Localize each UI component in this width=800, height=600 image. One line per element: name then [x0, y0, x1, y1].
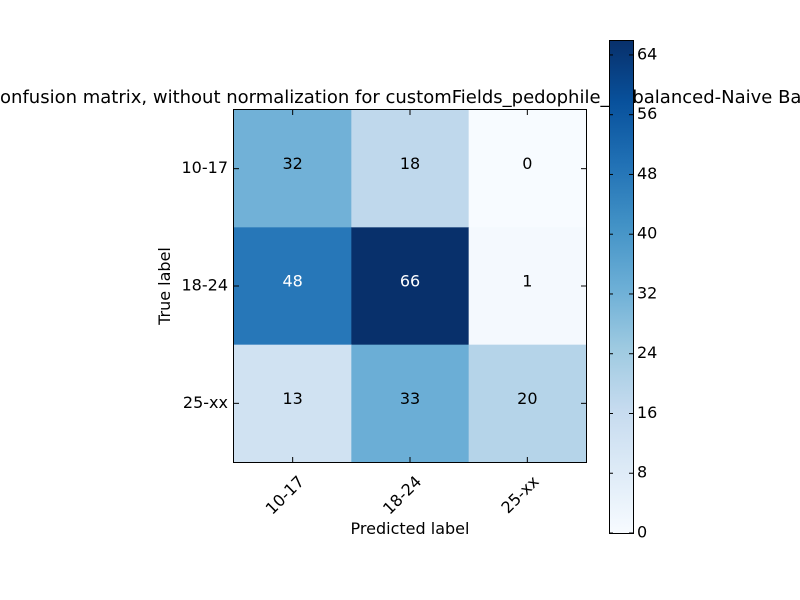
y-tick-label: 10-17: [182, 158, 229, 177]
y-tick-label: 18-24: [182, 276, 229, 295]
plot-frame: [233, 109, 587, 463]
heatmap-cell: [351, 227, 470, 346]
heatmap-cell: [468, 344, 587, 463]
chart-title: Confusion matrix, without normalization …: [0, 87, 800, 108]
heatmap-cell: [468, 110, 587, 228]
cell-value-label: 0: [522, 154, 532, 173]
cell-value-label: 1: [522, 272, 532, 291]
heatmap-cell-labels: 32 18 0 48 66 1 13 33 20: [282, 154, 537, 408]
y-axis-label: True label: [155, 247, 174, 326]
colorbar-ticks: 0 8 16 24 32 40 48 56 64: [609, 44, 657, 542]
colorbar-tick-label: 32: [637, 283, 657, 302]
x-tick-label: 25-xx: [497, 472, 542, 517]
cell-value-label: 13: [282, 389, 302, 408]
colorbar-tick-label: 0: [637, 523, 647, 542]
colorbar-tick-label: 24: [637, 343, 657, 362]
heatmap-cell: [234, 227, 352, 346]
heatmap-cell: [234, 344, 352, 463]
x-axis-label: Predicted label: [351, 519, 470, 538]
x-tick-label: 18-24: [379, 472, 425, 518]
cell-value-label: 20: [517, 389, 537, 408]
colorbar-tick-label: 16: [637, 403, 657, 422]
heatmap-cell: [351, 344, 470, 463]
heatmap-cell: [234, 110, 352, 228]
heatmap-cells: [234, 110, 587, 463]
y-axis-ticks: 10-17 18-24 25-xx: [182, 158, 586, 412]
cell-value-label: 18: [400, 154, 420, 173]
heatmap-cell: [468, 227, 587, 346]
cell-value-label: 33: [400, 389, 420, 408]
heatmap-cell: [351, 110, 470, 228]
colorbar-tick-label: 8: [637, 463, 647, 482]
cell-value-label: 48: [282, 272, 302, 291]
colorbar-tick-label: 56: [637, 104, 657, 123]
x-tick-label: 10-17: [262, 472, 308, 518]
cell-value-label: 32: [282, 154, 302, 173]
colorbar-tick-label: 64: [637, 44, 657, 63]
y-tick-label: 25-xx: [183, 393, 228, 412]
colorbar: [609, 40, 634, 534]
cell-value-label: 66: [400, 272, 420, 291]
colorbar-tick-label: 48: [637, 164, 657, 183]
colorbar-tick-label: 40: [637, 224, 657, 243]
